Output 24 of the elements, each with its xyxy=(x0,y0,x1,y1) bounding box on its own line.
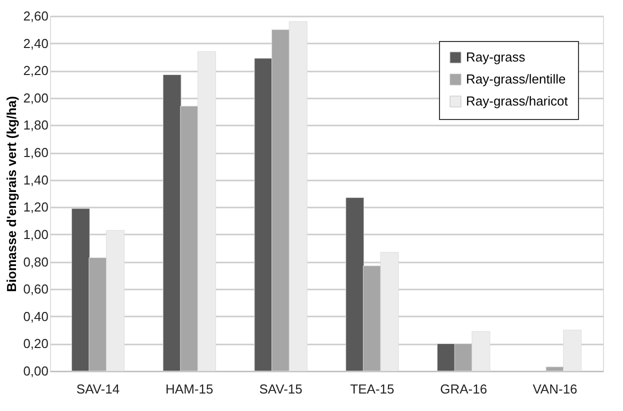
y-tick-label: 1,00 xyxy=(23,226,48,242)
y-axis-title: Biomasse d'engrais vert (kg/ha) xyxy=(4,96,20,292)
y-tick-label: 0,00 xyxy=(23,364,48,378)
y-tick-label: 1,60 xyxy=(23,145,48,160)
y-tick-label: 0,20 xyxy=(23,336,48,352)
y-tick-label: 0,40 xyxy=(23,308,48,324)
legend-label: Ray-grass/lentille xyxy=(466,72,566,86)
y-tick-label: 2,60 xyxy=(23,8,48,24)
legend-label: Ray-grass xyxy=(466,50,526,64)
x-tick-label: SAV-15 xyxy=(259,382,302,396)
x-tick-label: SAV-14 xyxy=(76,382,120,396)
y-tick-label: 2,00 xyxy=(23,90,48,106)
y-tick-label: 0,80 xyxy=(23,254,48,270)
y-tick-label: 2,40 xyxy=(23,36,48,51)
x-tick-label: VAN-16 xyxy=(532,382,578,396)
x-tick-label: GRA-16 xyxy=(440,382,488,396)
y-tick-label: 2,20 xyxy=(23,63,48,78)
y-tick-label: 1,20 xyxy=(23,200,48,215)
x-tick-label: HAM-15 xyxy=(166,382,214,396)
legend-label: Ray-grass/haricot xyxy=(466,94,568,108)
y-tick-label: 1,40 xyxy=(23,172,48,188)
x-tick-label: TEA-15 xyxy=(350,382,394,396)
y-tick-label: 1,80 xyxy=(23,118,48,133)
y-tick-label: 0,60 xyxy=(23,282,48,297)
